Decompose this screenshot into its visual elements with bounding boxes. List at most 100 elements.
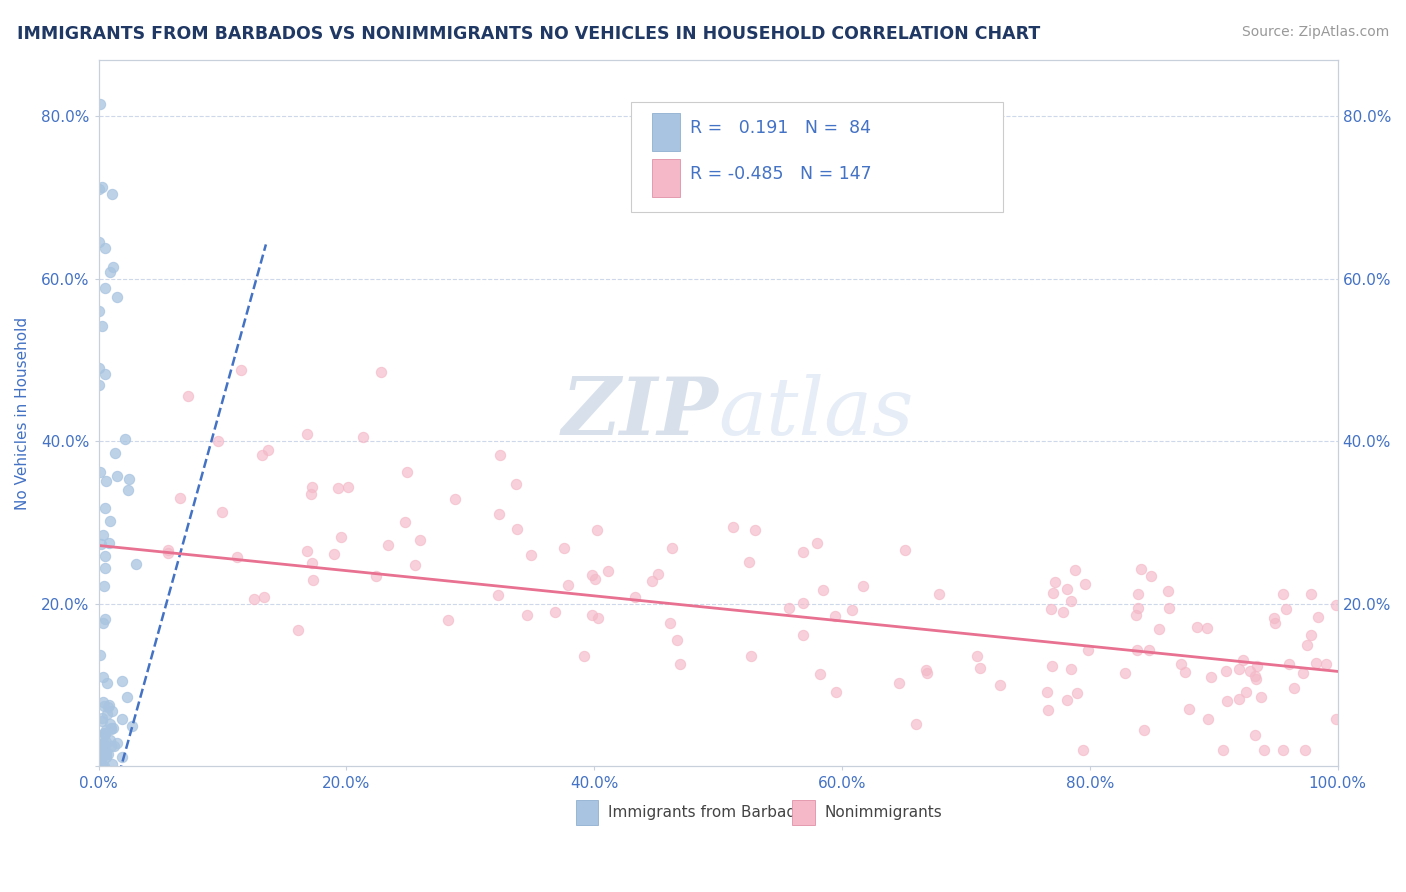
Text: Source: ZipAtlas.com: Source: ZipAtlas.com	[1241, 25, 1389, 39]
Point	[904, 717, 927, 731]
Point	[1052, 605, 1074, 619]
Point	[257, 442, 280, 457]
Point	[740, 648, 762, 663]
Point	[253, 591, 276, 605]
Point	[90, 759, 112, 773]
Point	[117, 690, 139, 704]
Point	[1126, 587, 1149, 601]
Point	[91, 695, 114, 709]
Point	[1215, 664, 1237, 678]
Point	[89, 750, 111, 764]
Point	[121, 719, 143, 733]
Point	[90, 714, 112, 729]
Point	[506, 522, 529, 536]
Point	[792, 628, 814, 642]
Point	[659, 615, 682, 630]
Text: R =   0.191   N =  84: R = 0.191 N = 84	[689, 120, 870, 137]
Point	[87, 361, 110, 376]
Point	[404, 558, 426, 572]
Point	[90, 747, 112, 762]
Point	[105, 290, 128, 304]
Point	[1197, 621, 1219, 635]
Point	[111, 674, 134, 689]
Point	[94, 501, 117, 516]
Point	[1071, 743, 1094, 757]
Point	[1264, 616, 1286, 631]
Point	[486, 588, 509, 602]
Point	[1174, 665, 1197, 679]
Point	[336, 479, 359, 493]
Point	[91, 180, 114, 194]
Point	[87, 235, 110, 250]
Point	[1229, 692, 1251, 706]
Point	[125, 558, 148, 572]
Text: atlas: atlas	[718, 375, 914, 451]
Point	[94, 746, 117, 760]
Point	[89, 304, 111, 318]
Point	[488, 507, 510, 521]
Point	[1234, 685, 1257, 699]
Point	[396, 465, 419, 479]
Point	[89, 378, 111, 392]
Point	[596, 565, 619, 579]
Point	[808, 667, 831, 681]
Point	[91, 670, 114, 684]
Point	[1043, 574, 1066, 589]
Point	[915, 663, 938, 677]
Point	[778, 601, 800, 615]
Point	[156, 546, 179, 560]
Point	[723, 520, 745, 534]
Point	[89, 752, 111, 766]
Point	[1060, 594, 1083, 608]
Point	[1157, 583, 1180, 598]
Point	[966, 648, 988, 663]
Point	[100, 722, 122, 736]
Point	[93, 741, 115, 756]
Point	[516, 607, 538, 622]
Point	[91, 736, 114, 750]
Point	[117, 483, 139, 497]
Point	[96, 707, 118, 722]
Point	[1294, 743, 1316, 757]
Point	[301, 480, 323, 494]
Point	[489, 448, 512, 462]
Point	[105, 735, 128, 749]
Point	[94, 561, 117, 575]
Point	[370, 365, 392, 379]
Point	[89, 97, 111, 112]
Point	[89, 648, 111, 662]
Point	[98, 717, 121, 731]
Point	[505, 476, 527, 491]
Point	[93, 726, 115, 740]
Point	[1324, 598, 1347, 612]
Y-axis label: No Vehicles in Household: No Vehicles in Household	[15, 317, 30, 509]
Point	[1197, 712, 1219, 726]
Point	[97, 747, 120, 761]
Point	[101, 756, 124, 771]
Point	[661, 541, 683, 556]
Point	[91, 756, 114, 771]
Point	[520, 549, 543, 563]
Point	[744, 523, 766, 537]
Point	[813, 583, 835, 598]
Point	[436, 613, 458, 627]
Bar	[575, 800, 598, 825]
Point	[91, 528, 114, 542]
Point	[1066, 686, 1088, 700]
Point	[1271, 587, 1294, 601]
Point	[226, 549, 249, 564]
Point	[1315, 657, 1337, 671]
Point	[1263, 610, 1285, 624]
Point	[1126, 600, 1149, 615]
Point	[94, 750, 117, 764]
Point	[91, 711, 114, 725]
Point	[98, 265, 121, 279]
Point	[101, 186, 124, 201]
Point	[94, 723, 117, 737]
Point	[1324, 712, 1347, 726]
Point	[1114, 666, 1136, 681]
Point	[738, 555, 761, 569]
Bar	[793, 800, 815, 825]
Point	[118, 472, 141, 486]
Point	[1243, 728, 1265, 742]
